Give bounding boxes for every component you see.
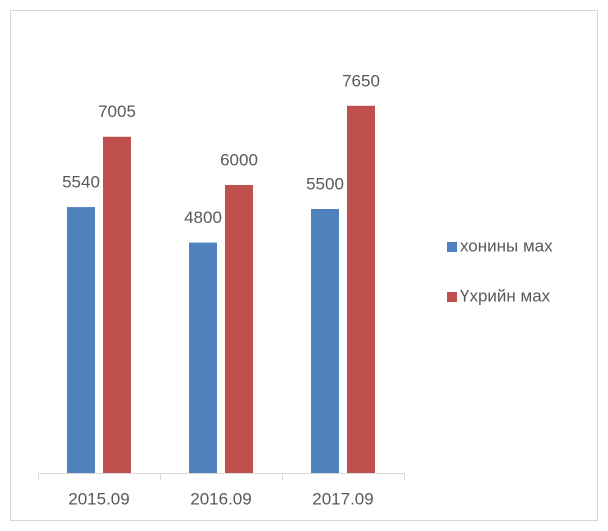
legend-swatch [447, 292, 457, 302]
bar [311, 209, 339, 473]
data-label: 7005 [98, 102, 136, 121]
data-label: 4800 [184, 208, 222, 227]
data-label: 7650 [342, 71, 380, 90]
bar [189, 242, 217, 473]
x-tick-label: 2015.09 [68, 489, 129, 508]
data-label: 5500 [306, 174, 344, 193]
x-tick-label: 2016.09 [190, 489, 251, 508]
data-label: 6000 [220, 150, 258, 169]
data-label: 5540 [62, 173, 100, 192]
legend-label: Үхрийн мах [460, 286, 551, 305]
bar [103, 136, 131, 473]
bar [225, 185, 253, 473]
chart-border [10, 10, 598, 521]
legend-swatch [447, 242, 457, 252]
x-tick-label: 2017.09 [312, 489, 373, 508]
legend-label: хонины мах [460, 236, 553, 255]
bar [67, 207, 95, 473]
bar [347, 105, 375, 474]
